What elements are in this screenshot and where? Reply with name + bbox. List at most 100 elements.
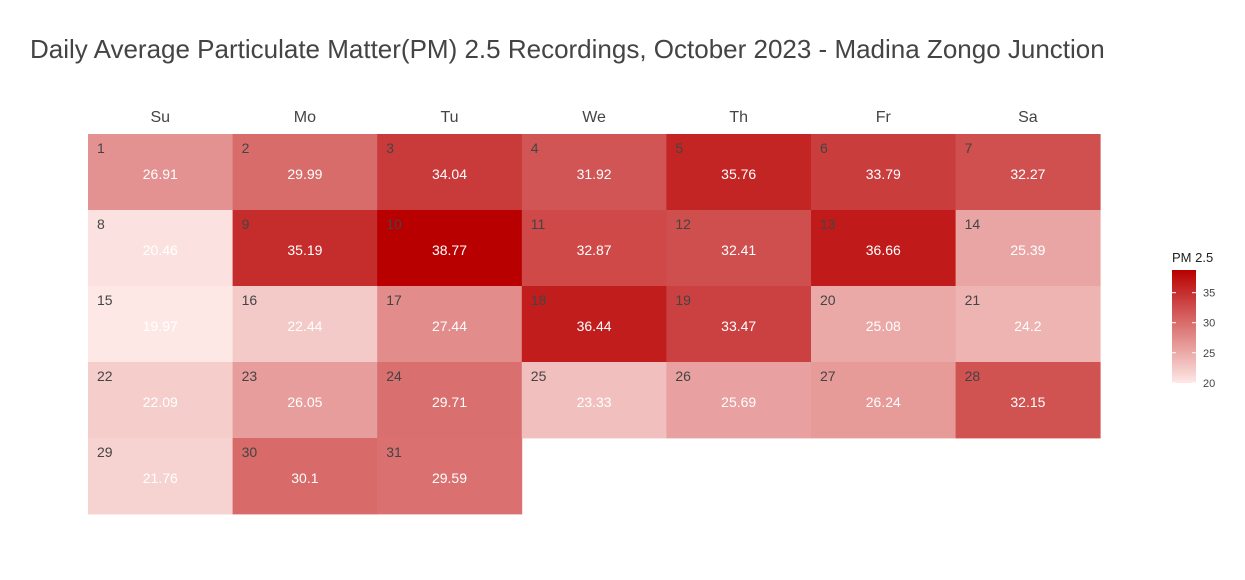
pm25-value-label: 21.76 [143,470,178,486]
day-tile [88,134,233,211]
day-number: 8 [97,216,105,232]
pm25-value-label: 27.44 [432,318,467,334]
day-cell-6: 633.79 [811,134,956,211]
pm25-value-label: 29.99 [287,166,322,182]
day-tile [232,362,378,439]
day-number: 31 [386,444,402,460]
day-cell-25: 25 23.33 [521,362,667,439]
day-cell-12: 12 32.41 [666,210,812,287]
legend-tick-label: 30 [1203,318,1215,330]
day-tile [521,362,667,439]
day-cell-22: 22 22.09 [88,362,233,439]
day-cell-31: 31 29.59 [377,438,523,515]
day-cell-11: 11 32.87 [521,210,667,287]
day-cell-7: 732.27 [955,134,1101,211]
pm25-value-label: 35.19 [287,242,322,258]
day-tile [955,210,1101,287]
day-number: 12 [675,216,691,232]
day-tile [666,134,812,211]
day-number: 9 [242,216,250,232]
day-number: 16 [242,292,258,308]
pm25-value-label: 32.27 [1010,166,1045,182]
pm25-value-label: 25.39 [1010,242,1045,258]
day-tile [377,210,523,287]
day-cell-20: 20 25.08 [811,286,956,363]
pm25-value-label: 32.87 [577,242,612,258]
day-number: 1 [97,140,105,156]
day-tile [232,438,378,515]
day-tile [377,362,523,439]
day-tile [811,362,956,439]
day-cell-13: 13 36.66 [811,210,956,287]
day-cell-4: 431.92 [521,134,667,211]
day-tile [955,362,1101,439]
day-number: 23 [242,368,258,384]
day-tile [666,362,812,439]
day-number: 21 [965,292,981,308]
day-cell-23: 23 26.05 [232,362,378,439]
day-number: 5 [675,140,683,156]
day-cell-17: 17 27.44 [377,286,523,363]
weekday-label-th: Th [729,109,748,126]
pm25-value-label: 32.41 [721,242,756,258]
pm25-value-label: 24.2 [1014,318,1041,334]
pm25-value-label: 26.91 [143,166,178,182]
day-cell-21: 21 24.2 [955,286,1101,363]
day-number: 30 [242,444,258,460]
legend-title: PM 2.5 [1172,250,1213,265]
weekday-labels: Su Mo Tu We Th Fr Sa [151,109,1038,126]
day-tile [955,134,1101,211]
pm25-value-label: 32.15 [1010,394,1045,410]
day-number: 26 [675,368,691,384]
pm25-value-label: 23.33 [577,394,612,410]
day-tile [232,134,378,211]
day-number: 11 [531,216,546,232]
weekday-label-sa: Sa [1018,109,1038,126]
pm25-value-label: 30.1 [291,470,318,486]
pm25-value-label: 25.08 [866,318,901,334]
pm25-value-label: 22.09 [143,394,178,410]
legend-tick-label: 35 [1203,288,1215,300]
pm25-value-label: 33.79 [866,166,901,182]
day-number: 3 [386,140,394,156]
day-tile [232,286,378,363]
day-number: 15 [97,292,113,308]
day-cell-29: 29 21.76 [88,438,233,515]
chart-title: Daily Average Particulate Matter(PM) 2.5… [30,34,1105,64]
day-cell-24: 24 29.71 [377,362,523,439]
day-tile [811,210,956,287]
weekday-label-su: Su [151,109,171,126]
day-tile [521,210,667,287]
pm25-value-label: 36.44 [577,318,612,334]
day-cell-8: 820.46 [88,210,233,287]
legend-colorbar [1172,270,1196,383]
day-cell-15: 15 19.97 [88,286,233,363]
day-cell-27: 27 26.24 [811,362,956,439]
day-number: 19 [675,292,691,308]
day-number: 10 [386,216,402,232]
day-number: 7 [965,140,973,156]
day-tile [811,134,956,211]
weekday-label-tu: Tu [440,109,458,126]
day-number: 2 [242,140,250,156]
day-number: 24 [386,368,402,384]
pm25-value-label: 29.59 [432,470,467,486]
day-tile [377,438,523,515]
pm25-value-label: 29.71 [432,394,467,410]
day-cell-2: 229.99 [232,134,378,211]
day-cell-1: 126.91 [88,134,233,211]
day-tile [88,438,233,515]
day-tile [521,134,667,211]
pm25-value-label: 19.97 [143,318,178,334]
day-number: 25 [531,368,547,384]
weekday-label-we: We [582,109,606,126]
day-number: 17 [386,292,402,308]
day-number: 20 [820,292,836,308]
day-cell-18: 18 36.44 [521,286,667,363]
pm25-value-label: 26.24 [866,394,901,410]
pm25-value-label: 34.04 [432,166,467,182]
day-tile [377,134,523,211]
day-tile [377,286,523,363]
day-cell-19: 19 33.47 [666,286,812,363]
day-tile [88,362,233,439]
